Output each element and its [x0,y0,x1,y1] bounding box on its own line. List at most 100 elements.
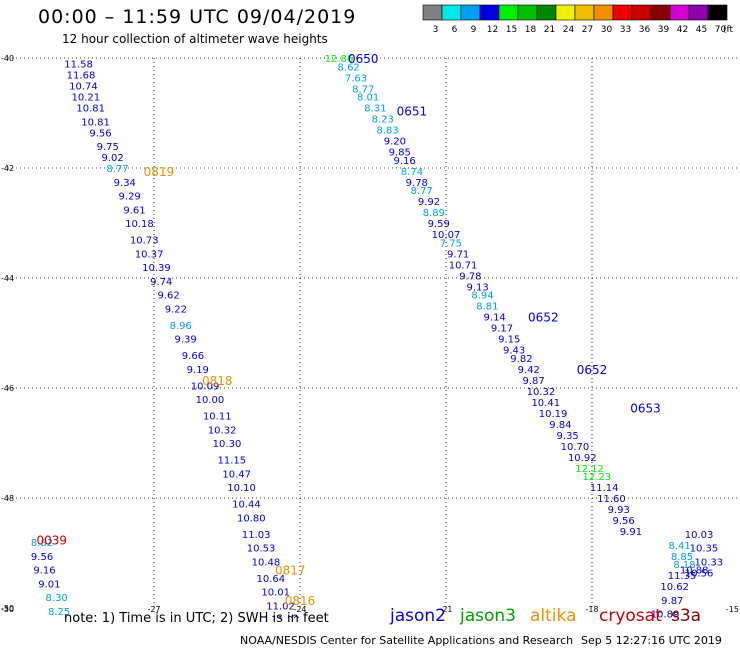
swh-value: 9.74 [150,277,172,288]
color-scale-label: 21 [544,25,555,35]
swh-value: 11.60 [597,494,626,505]
pass-time-label: 0819 [144,165,175,179]
swh-value: 8.94 [471,291,493,302]
swh-value: 10.32 [208,425,237,436]
swh-value: 10.81 [81,117,110,128]
lat-tick-label: -44 [1,274,14,283]
swh-value: 12.86 [325,54,354,65]
swh-value: 9.19 [187,365,209,376]
pass-time-label: 0818 [202,374,233,388]
generated-timestamp: Sep 5 12:27:16 UTC 2019 [581,634,722,647]
swh-value: 8.25 [48,607,70,618]
swh-value: 9.35 [557,431,579,442]
swh-value: 10.53 [247,544,276,555]
color-scale-label: 30 [601,25,613,35]
swh-value: 9.93 [608,505,630,516]
color-scale-label: 3 [433,25,439,35]
swh-value: 8.83 [376,126,398,137]
swh-value: 10.48 [252,557,281,568]
color-scale-label: 6 [452,25,458,35]
swh-value: 9.42 [518,365,540,376]
swh-value: 10.33 [694,557,723,568]
swh-value: 9.22 [165,304,187,315]
swh-value: 11.14 [590,483,619,494]
color-scale-label: 36 [639,25,651,35]
swh-value: 9.56 [613,516,635,527]
pass-time-label: 0652 [577,363,608,377]
swh-value: 10.74 [69,82,98,93]
lat-tick-label: -40 [1,54,14,63]
swh-value: 10.81 [76,104,105,115]
color-scale-label: 27 [582,25,593,35]
swh-value: 8.41 [668,541,690,552]
swh-value: 9.56 [89,128,111,139]
swh-value: 9.34 [114,178,136,189]
swh-value: 10.41 [531,398,560,409]
swh-value: 9.85 [389,148,411,159]
swh-value: 9.20 [384,137,406,148]
swh-value: 8.85 [671,552,693,563]
swh-value: 10.00 [196,395,225,406]
lat-tick-label: -46 [1,384,14,393]
swh-value: 12.23 [583,472,612,483]
swh-value: 10.07 [432,230,461,241]
swh-value: 9.29 [119,192,141,203]
swh-value: 10.32 [527,387,556,398]
swh-value: 11.68 [67,71,96,82]
color-scale-label: 12 [487,25,498,35]
lon-tick-label: -18 [585,605,598,614]
pass-time-label: 0653 [630,401,661,415]
lat-tick-label: -48 [1,494,14,503]
swh-value: 10.92 [568,453,597,464]
swh-value: 10.88 [680,566,709,577]
swh-value: 9.01 [38,579,60,590]
footer-note: note: 1) Time is in UTC; 2) SWH is in fe… [64,611,329,626]
pass-time-label: 0650 [348,52,379,66]
swh-value: 8.77 [411,186,433,197]
swh-value: 8.30 [46,593,68,604]
swh-value: 12.12 [575,464,604,475]
pass-time-label: 0651 [397,104,428,118]
legend-s3a: s3a [671,606,702,626]
swh-value: 9.66 [182,351,204,362]
swh-value: 10.10 [227,483,256,494]
swh-value: 9.39 [175,335,197,346]
swh-value: 9.91 [620,527,642,538]
legend-jason2: jason2 [390,606,446,626]
swh-value: 10.80 [237,513,266,524]
swh-value: 7.63 [345,73,367,84]
swh-value: 11.15 [218,456,247,467]
swh-value: 7.75 [440,238,462,249]
swh-value: 10.44 [232,500,261,511]
swh-value: 10.11 [203,412,232,423]
color-scale-unit: (ft) [723,25,734,35]
credit-line: NOAA/NESDIS Center for Satellite Applica… [240,634,574,647]
swh-value: 8.18 [673,560,695,571]
legend-cryosat: cryosat [599,606,662,626]
swh-value: 9.78 [459,271,481,282]
swh-value: 10.37 [135,249,164,260]
swh-value: 9.43 [503,346,525,357]
swh-value: 10.19 [539,409,568,420]
color-scale-label: 15 [506,25,517,35]
swh-value: 10.03 [685,530,714,541]
page-title: 00:00 – 11:59 UTC 09/04/2019 [38,6,357,28]
swh-value: 9.62 [157,291,179,302]
swh-value: 10.73 [130,236,159,247]
swh-value: 10.30 [213,439,242,450]
swh-value: 9.61 [123,205,145,216]
color-scale-label: 9 [471,25,477,35]
color-scale-label: 33 [620,25,631,35]
swh-value: 11.03 [242,530,271,541]
color-scale-label: 18 [525,25,537,35]
swh-value: 10.21 [72,93,101,104]
swh-value: 10.62 [660,582,689,593]
pass-time-label: 0039 [37,533,68,547]
swh-value: 10.56 [685,568,714,579]
swh-value: 8.89 [423,208,445,219]
swh-value: 9.59 [428,219,450,230]
color-swatch [707,4,728,21]
swh-value: 9.13 [467,282,489,293]
swh-value: 10.39 [142,263,171,274]
